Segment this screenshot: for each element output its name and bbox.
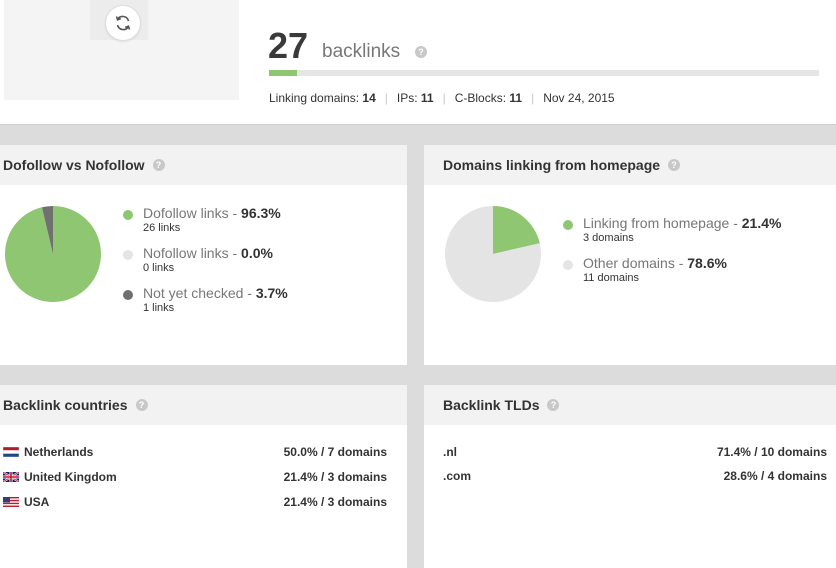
tld-value: 71.4% / 10 domains: [716, 445, 827, 459]
legend-item: Dofollow links - 96.3% 26 links: [123, 205, 288, 245]
panel-header: Backlink TLDs ?: [424, 385, 836, 425]
legend-percent: 3.7%: [255, 285, 288, 301]
country-row: USA 21.4% / 3 domains: [0, 495, 407, 511]
country-name: USA: [24, 495, 50, 509]
panel-title: Backlink countries: [3, 397, 128, 413]
refresh-icon: [115, 15, 131, 31]
legend-label: Linking from homepage -: [583, 215, 742, 231]
legend-item: Other domains - 78.6% 11 domains: [563, 255, 781, 295]
dofollow-panel: Dofollow vs Nofollow ? Dofollow links - …: [0, 145, 407, 365]
legend-percent: 0.0%: [241, 245, 273, 261]
homepage-slice: [493, 206, 540, 254]
other-domains-slice: [445, 206, 541, 302]
tld-row: .com 28.6% / 4 domains: [424, 469, 836, 485]
legend-percent: 78.6%: [687, 255, 727, 271]
dofollow-slice: [5, 206, 101, 302]
panel-title: Domains linking from homepage: [443, 157, 661, 173]
ips-stat: IPs: 11: [396, 91, 434, 105]
dofollow-pie-chart: [5, 206, 101, 302]
tld-row: .nl 71.4% / 10 domains: [424, 445, 836, 461]
legend-item: Linking from homepage - 21.4% 3 domains: [563, 215, 781, 255]
legend-count: 0 links: [143, 262, 175, 274]
legend-dot: [123, 250, 133, 260]
legend-count: 26 links: [143, 222, 181, 234]
countries-panel: Backlink countries ? Netherlands 50.0% /…: [0, 385, 407, 568]
summary-header: 27 backlinks ? Linking domains: 14 | IPs…: [0, 0, 836, 125]
tld-value: 28.6% / 4 domains: [723, 469, 827, 483]
help-icon[interactable]: ?: [152, 159, 165, 171]
netherlands-flag-icon: [3, 447, 19, 457]
tlds-panel: Backlink TLDs ? .nl 71.4% / 10 domains .…: [424, 385, 836, 568]
legend-dot: [563, 220, 573, 230]
legend-label: Not yet checked -: [143, 285, 256, 301]
separator: |: [384, 91, 388, 105]
homepage-panel: Domains linking from homepage ? Linking …: [424, 145, 836, 365]
site-thumbnail: [4, 0, 239, 100]
stats-line: Linking domains: 14 | IPs: 11 | C-Blocks…: [269, 91, 615, 105]
panel-title: Dofollow vs Nofollow: [3, 157, 145, 173]
country-value: 21.4% / 3 domains: [283, 470, 387, 484]
panel-header: Domains linking from homepage ?: [424, 145, 836, 185]
legend-percent: 21.4%: [741, 215, 782, 231]
panel-header: Backlink countries ?: [0, 385, 407, 425]
tld-name: .com: [443, 469, 472, 483]
legend-item: Nofollow links - 0.0% 0 links: [123, 245, 288, 285]
legend-label: Dofollow links -: [143, 205, 242, 221]
usa-flag-icon: [3, 497, 19, 507]
united-kingdom-flag-icon: [3, 472, 19, 482]
help-icon[interactable]: ?: [547, 399, 560, 411]
help-icon[interactable]: ?: [415, 46, 427, 58]
country-row: Netherlands 50.0% / 7 domains: [0, 445, 407, 461]
help-icon[interactable]: ?: [668, 159, 681, 171]
cblocks-stat: C-Blocks: 11: [454, 91, 523, 105]
legend-count: 11 domains: [583, 272, 640, 284]
help-icon[interactable]: ?: [135, 399, 148, 411]
country-value: 50.0% / 7 domains: [283, 445, 387, 459]
country-row: United Kingdom 21.4% / 3 domains: [0, 470, 407, 486]
homepage-pie-chart: [445, 206, 541, 302]
country-name: United Kingdom: [24, 470, 117, 484]
backlink-progress-bar: [269, 70, 819, 76]
panel-title: Backlink TLDs: [443, 397, 540, 413]
progress-fill: [269, 70, 297, 76]
legend-dot: [123, 210, 133, 220]
tld-name: .nl: [443, 445, 457, 459]
legend-dot: [563, 260, 573, 270]
legend-dot: [123, 290, 133, 300]
report-date: Nov 24, 2015: [543, 91, 615, 105]
country-value: 21.4% / 3 domains: [283, 495, 387, 509]
dofollow-legend: Dofollow links - 96.3% 26 links Nofollow…: [123, 205, 288, 325]
separator: |: [442, 91, 446, 105]
legend-label: Nofollow links -: [143, 245, 242, 261]
backlink-count-label: backlinks: [322, 41, 401, 62]
legend-item: Not yet checked - 3.7% 1 links: [123, 285, 288, 325]
linking-domains-stat: Linking domains: 14: [269, 91, 376, 105]
not-checked-slice: [41, 206, 53, 254]
homepage-legend: Linking from homepage - 21.4% 3 domains …: [563, 215, 781, 295]
country-name: Netherlands: [24, 445, 94, 459]
legend-count: 1 links: [143, 302, 175, 314]
backlink-count: 27: [268, 25, 309, 66]
legend-percent: 96.3%: [241, 205, 281, 221]
separator: |: [531, 91, 535, 105]
refresh-button[interactable]: [105, 5, 141, 41]
legend-count: 3 domains: [583, 232, 634, 244]
legend-label: Other domains -: [583, 255, 688, 271]
panel-header: Dofollow vs Nofollow ?: [0, 145, 407, 185]
